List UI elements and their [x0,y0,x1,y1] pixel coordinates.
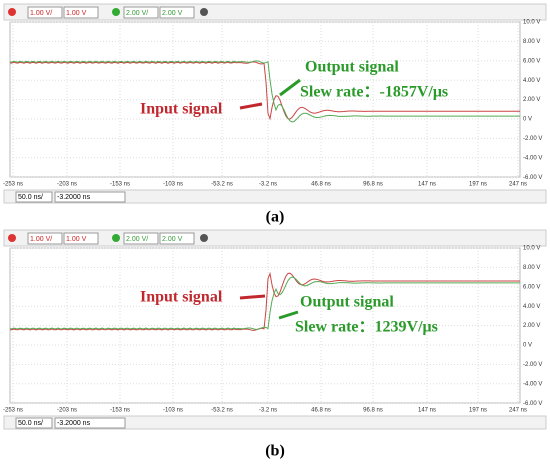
timebase: 50.0 ns/ [18,194,43,201]
y-tick-label: 8.00 V [523,39,540,45]
arrow [239,102,263,110]
x-tick-label: 197 ns [469,182,487,188]
y-tick-label: 2.00 V [523,97,540,103]
slew-rate: Slew rate：-1857V/μs [300,84,448,101]
x-tick-label: -153 ns [110,408,130,414]
add-button[interactable] [200,234,208,242]
output-label: Output signal [300,294,394,311]
y-tick-label: -4.00 V [523,155,542,161]
y-tick-label: 10.0 V [523,246,540,252]
footer-bar [3,189,547,204]
toolbar-value: 1.00 V/ [30,10,52,17]
x-tick-label: 46.8 ns [311,182,331,188]
output-label: Output signal [305,59,399,76]
y-tick-label: 4.00 V [523,78,540,84]
output-waveform [10,276,520,330]
y-tick-label: 4.00 V [523,304,540,310]
x-tick-label: -3.2 ns [259,182,277,188]
y-tick-label: -6.00 V [523,401,542,407]
trigger-offset: -3.2000 ns [57,420,91,427]
x-tick-label: -253 ns [3,182,23,188]
toolbar-value: 2.00 V/ [126,236,148,243]
y-tick-label: 0 V [523,343,532,349]
toolbar-field [63,6,99,19]
x-tick-label: 247 ns [509,408,527,414]
x-tick-label: -203 ns [57,408,77,414]
scope-panel: 1.00 V/1.00 V 2.00 V/2.00 V 10.0 V 8.00 V 6.… [3,3,547,226]
footer-bar [3,415,547,430]
x-tick-label: -53.2 ns [211,408,233,414]
add-button[interactable] [200,8,208,16]
toolbar-field [159,6,195,19]
toolbar-field [27,232,63,245]
toolbar-value: 2.00 V/ [126,10,148,17]
toolbar-value: 1.00 V [66,10,87,17]
x-tick-label: -203 ns [57,182,77,188]
arrow [279,78,301,97]
y-tick-label: 0 V [523,117,532,123]
toolbar-field [123,232,159,245]
footer-field [54,417,126,429]
x-tick-label: -103 ns [163,408,183,414]
toolbar-field [123,6,159,19]
channel-icon [112,8,120,16]
x-tick-label: 46.8 ns [311,408,331,414]
x-tick-label: 96.8 ns [363,408,383,414]
y-tick-label: -6.00 V [523,175,542,181]
y-tick-label: -4.00 V [523,381,542,387]
x-tick-label: 147 ns [418,182,436,188]
toolbar-value: 2.00 V [162,236,183,243]
caption: (b) [265,443,285,460]
footer-field [54,191,126,203]
input-label: Input signal [140,101,223,118]
toolbar-field [63,232,99,245]
y-tick-label: 8.00 V [523,265,540,271]
caption: (a) [266,209,285,226]
y-tick-label: 10.0 V [523,20,540,26]
toolbar-field [159,232,195,245]
channel-icon [8,8,16,16]
toolbar-value: 1.00 V/ [30,236,52,243]
y-tick-label: -2.00 V [523,136,542,142]
x-tick-label: 147 ns [418,408,436,414]
x-tick-label: -53.2 ns [211,182,233,188]
input-waveform [10,271,520,331]
x-tick-label: 197 ns [469,408,487,414]
toolbar-value: 1.00 V [66,236,87,243]
slew-rate: Slew rate：1239V/μs [295,319,438,336]
y-tick-label: 6.00 V [523,284,540,290]
arrow [239,294,266,300]
footer-field [15,417,53,429]
x-tick-label: 96.8 ns [363,182,383,188]
x-tick-label: -153 ns [110,182,130,188]
input-label: Input signal [140,289,223,306]
arrow [278,310,299,320]
x-tick-label: -103 ns [163,182,183,188]
y-tick-label: -2.00 V [523,362,542,368]
toolbar-field [27,6,63,19]
toolbar-value: 2.00 V [162,10,183,17]
channel-icon [112,234,120,242]
trigger-offset: -3.2000 ns [57,194,91,201]
output-waveform [10,60,520,123]
channel-icon [8,234,16,242]
input-waveform [10,61,520,121]
footer-field [15,191,53,203]
y-tick-label: 2.00 V [523,323,540,329]
scope-panel: 1.00 V/1.00 V 2.00 V/2.00 V 10.0 V 8.00 V 6.… [3,229,547,460]
timebase: 50.0 ns/ [18,420,43,427]
x-tick-label: -3.2 ns [259,408,277,414]
x-tick-label: 247 ns [509,182,527,188]
x-tick-label: -253 ns [3,408,23,414]
y-tick-label: 6.00 V [523,58,540,64]
